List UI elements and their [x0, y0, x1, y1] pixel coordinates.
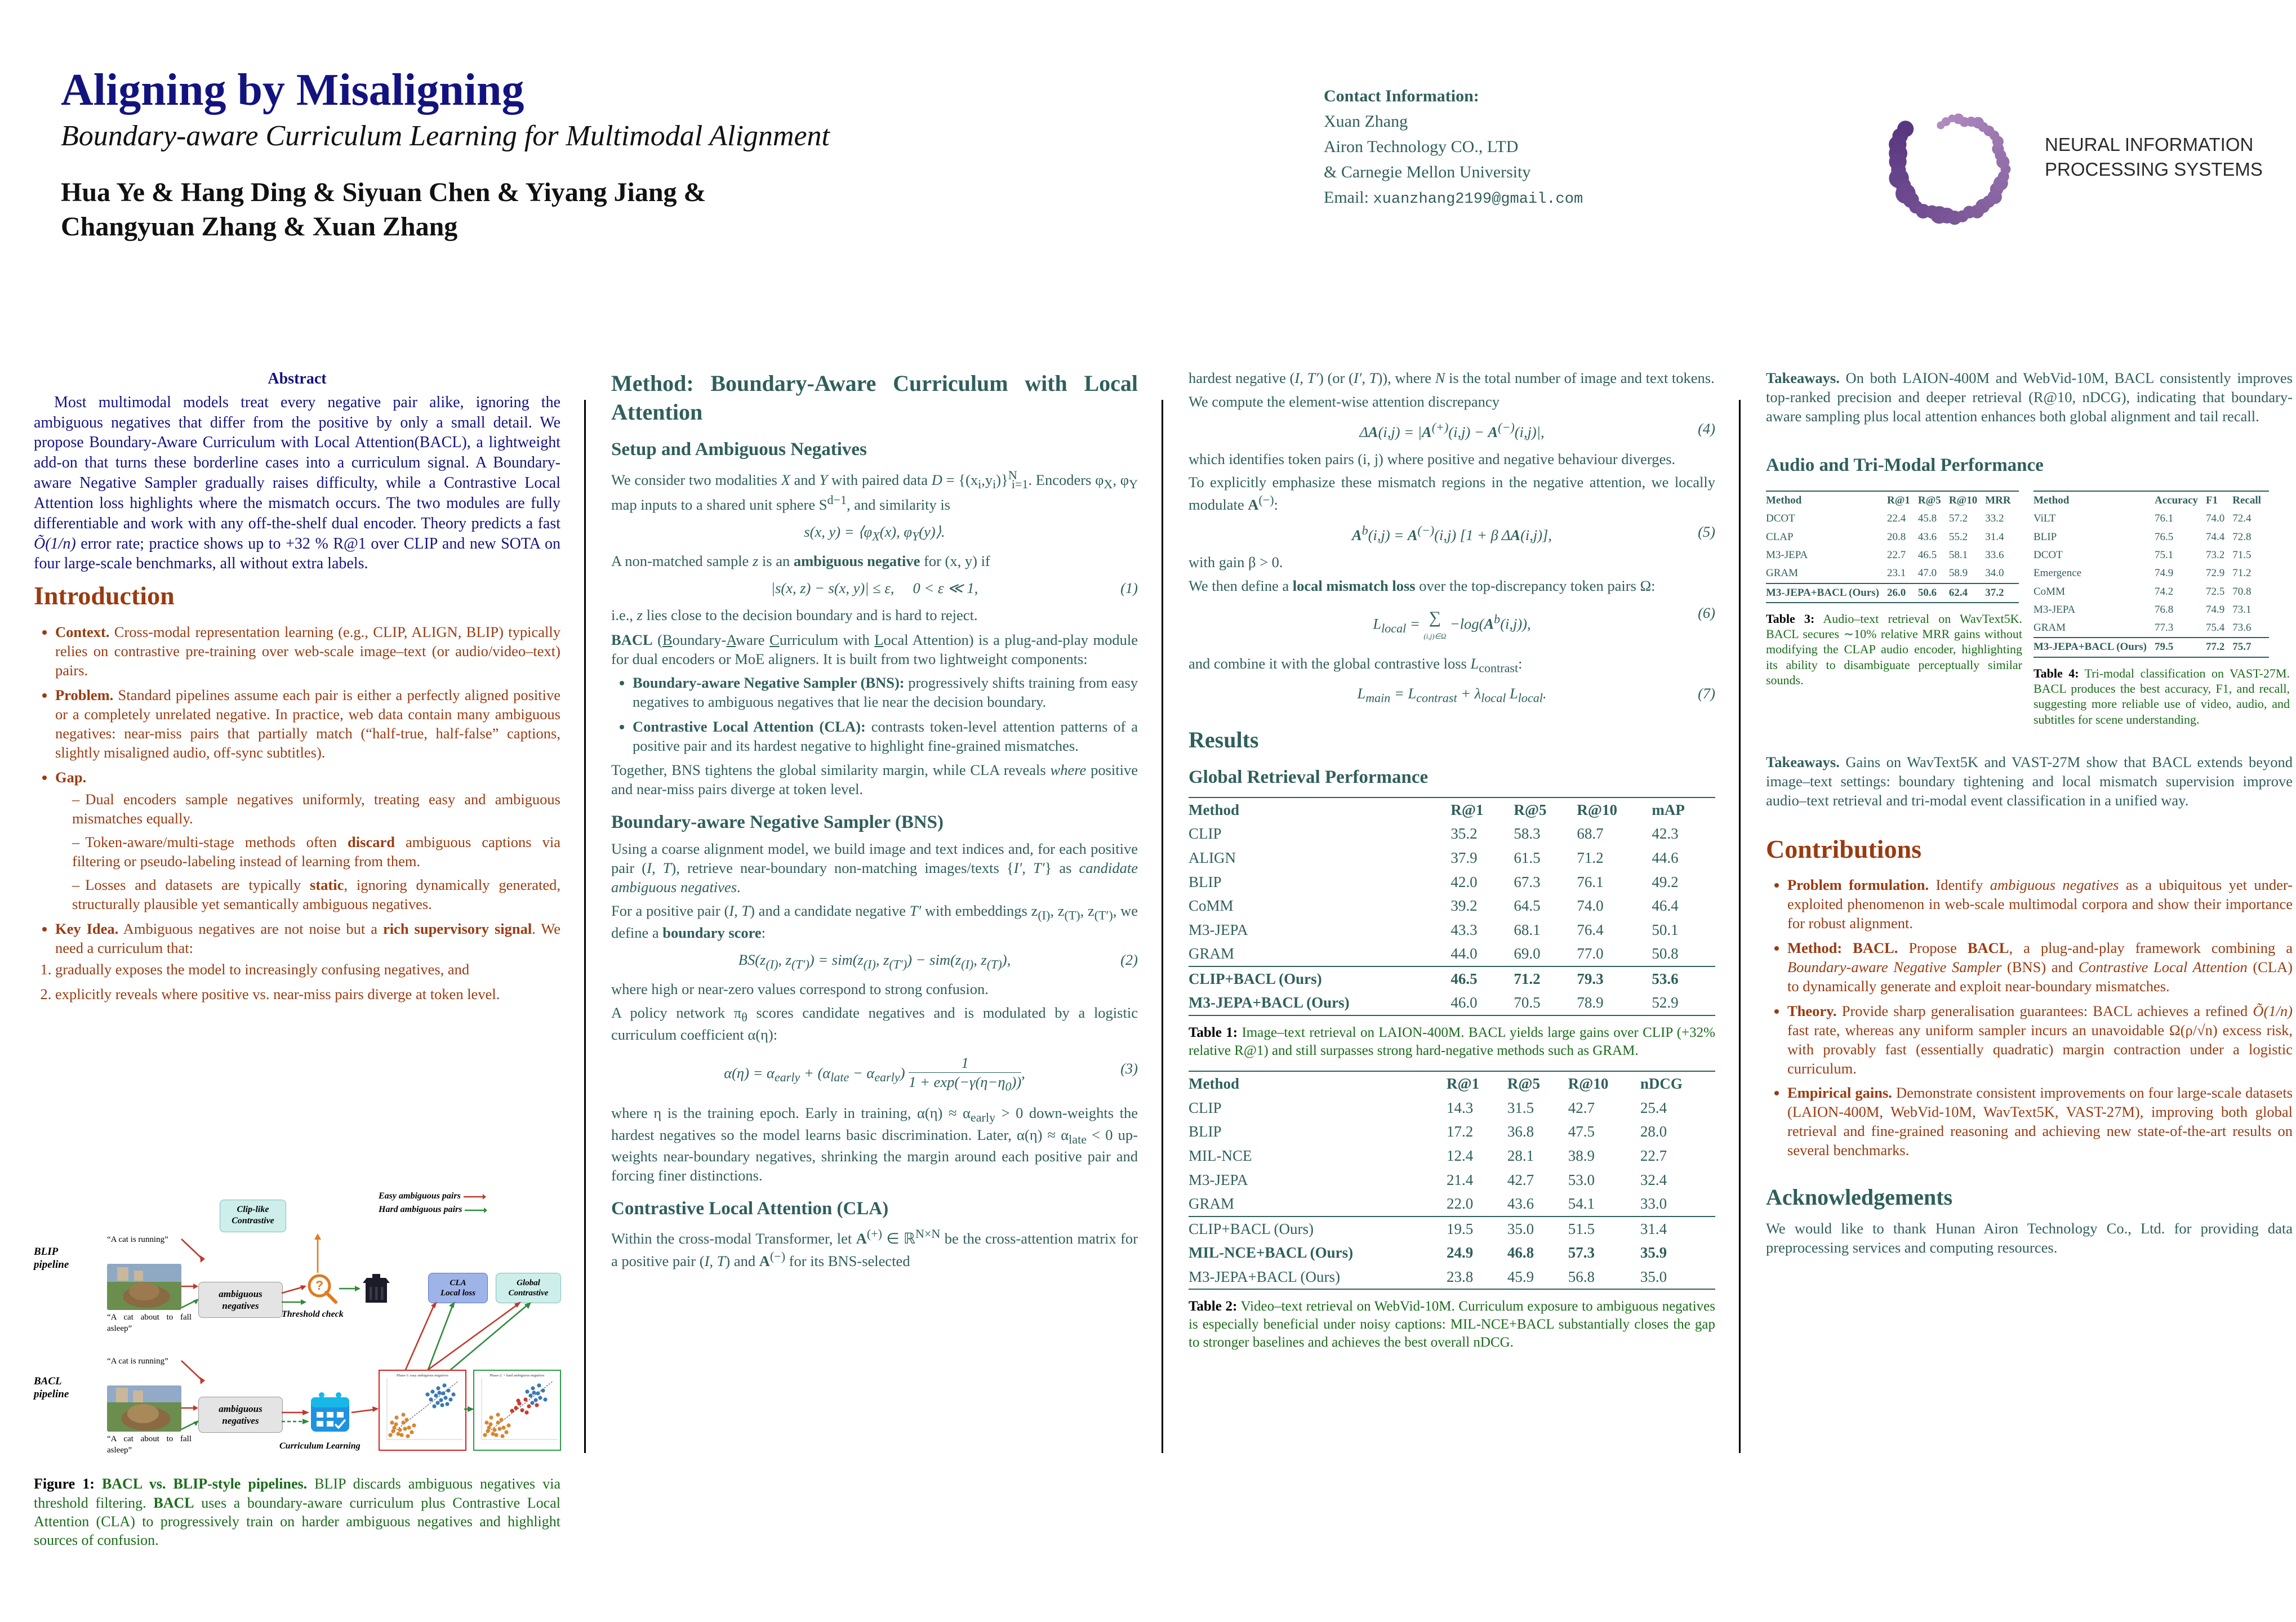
- svg-text:Phase-1: easy ambiguous negati: Phase-1: easy ambiguous negatives: [397, 1374, 448, 1378]
- svg-text:Phase-2: + hard ambiguous nega: Phase-2: + hard ambiguous negatives: [490, 1374, 545, 1378]
- svg-text:NEURAL INFORMATION: NEURAL INFORMATION: [2045, 134, 2253, 155]
- svg-text:PROCESSING SYSTEMS: PROCESSING SYSTEMS: [2045, 159, 2263, 180]
- svg-text:?: ?: [315, 1278, 323, 1293]
